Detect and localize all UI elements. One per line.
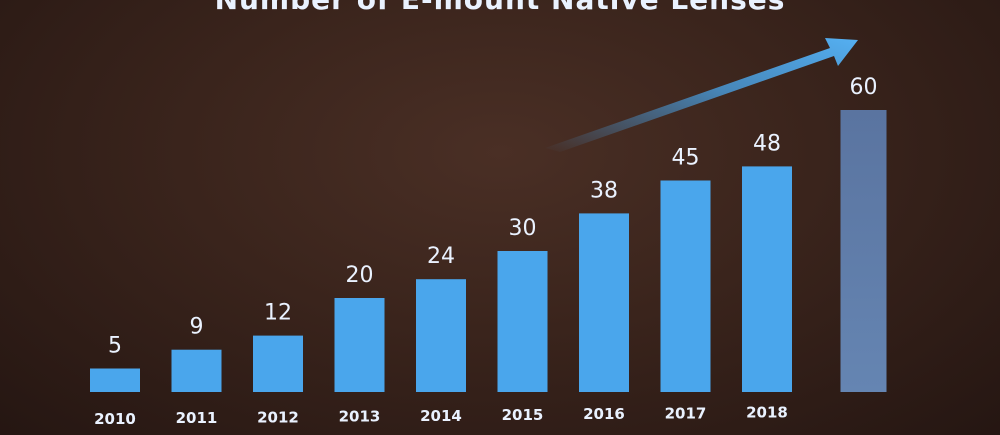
x-tick-label: 2011 [176,409,218,427]
x-tick-label: 2010 [94,410,136,428]
value-label: 5 [108,334,122,359]
value-label: 12 [264,301,292,326]
x-tick-label: 2012 [257,408,299,426]
bar-2010 [90,368,140,392]
x-tick-label: 2013 [339,408,381,426]
bar-2015 [497,251,548,392]
bar-2017 [660,180,711,392]
bar-2014 [416,279,466,392]
x-tick-label: 2014 [420,407,462,425]
bar-2011 [171,349,222,392]
value-label: 24 [427,244,455,269]
bar-2018 [742,166,792,392]
x-tick-label: 2016 [583,405,625,423]
bar-2012 [253,335,303,392]
bar-2016 [579,213,629,392]
chart-title: Number of E-mount Native Lenses [0,0,1000,16]
bar-2013 [334,298,385,392]
value-label: 9 [190,315,204,340]
x-tick-label: 2018 [746,404,788,422]
value-label: 20 [346,263,374,288]
x-tick-label: 2015 [502,406,544,424]
x-tick-label: 2017 [665,404,707,422]
value-label: 45 [672,146,700,171]
value-label: 30 [509,216,537,241]
trend-arrow-icon [545,38,858,152]
value-label: 38 [590,178,618,203]
value-label: 60 [850,75,878,100]
value-label: 48 [753,131,781,156]
bar-projected [840,110,887,392]
